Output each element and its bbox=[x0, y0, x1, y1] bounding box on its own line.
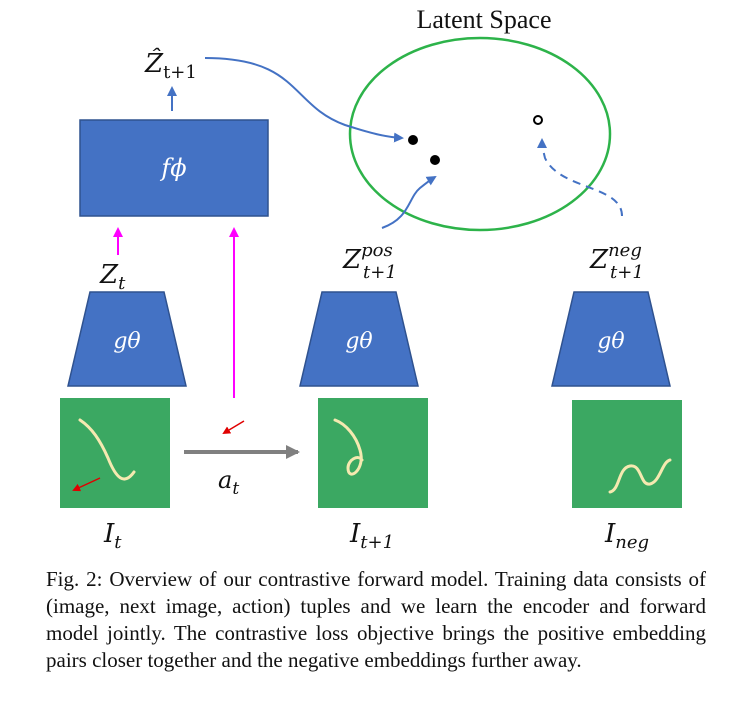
encoder-left bbox=[67, 291, 187, 387]
encoder-middle-label: gθ bbox=[345, 329, 372, 354]
forward-model-label: fϕ bbox=[159, 154, 186, 182]
latent-space-circle bbox=[348, 36, 612, 232]
red-action-arrow-legend bbox=[222, 420, 245, 435]
positive-embedding-arrow bbox=[381, 175, 437, 229]
forward-model-box bbox=[79, 119, 269, 217]
rope-negative bbox=[608, 458, 672, 494]
red-action-arrow-current bbox=[72, 477, 101, 492]
image-negative bbox=[572, 400, 682, 508]
image-current bbox=[60, 398, 170, 508]
image-negative-label: Ineg bbox=[604, 519, 649, 553]
encoder-right bbox=[551, 291, 671, 387]
action-label: at bbox=[218, 466, 239, 499]
negative-embedding-arrow bbox=[537, 138, 623, 217]
contrastive-forward-model-diagram: Latent Space Ẑt+1 fϕ Zt Zpos t+1 Zneg t+… bbox=[60, 5, 682, 553]
z-t-label: Zt bbox=[99, 260, 126, 294]
encoder-right-label: gθ bbox=[597, 329, 624, 354]
image-current-label: It bbox=[103, 519, 122, 553]
z-pos-label: Zpos bbox=[342, 240, 393, 275]
latent-space-title: Latent Space bbox=[417, 5, 552, 34]
rope-next bbox=[333, 418, 364, 476]
positive-embedding-point bbox=[430, 155, 440, 165]
z-neg-subscript: t+1 bbox=[610, 262, 644, 283]
encoder-left-label: gθ bbox=[113, 329, 140, 354]
negative-embedding-point bbox=[533, 115, 543, 125]
image-next bbox=[318, 398, 428, 508]
rope-current bbox=[78, 418, 136, 481]
figure-caption: Fig. 2: Overview of our contrastive forw… bbox=[46, 567, 706, 672]
prediction-to-latent-arrow bbox=[204, 57, 404, 143]
z-hat-label: Ẑt+1 bbox=[144, 47, 197, 83]
z-pos-subscript: t+1 bbox=[363, 262, 397, 283]
image-next-label: It+1 bbox=[349, 519, 394, 553]
predicted-embedding-point bbox=[408, 135, 418, 145]
z-neg-label: Zneg bbox=[589, 240, 642, 275]
encoder-middle bbox=[299, 291, 419, 387]
